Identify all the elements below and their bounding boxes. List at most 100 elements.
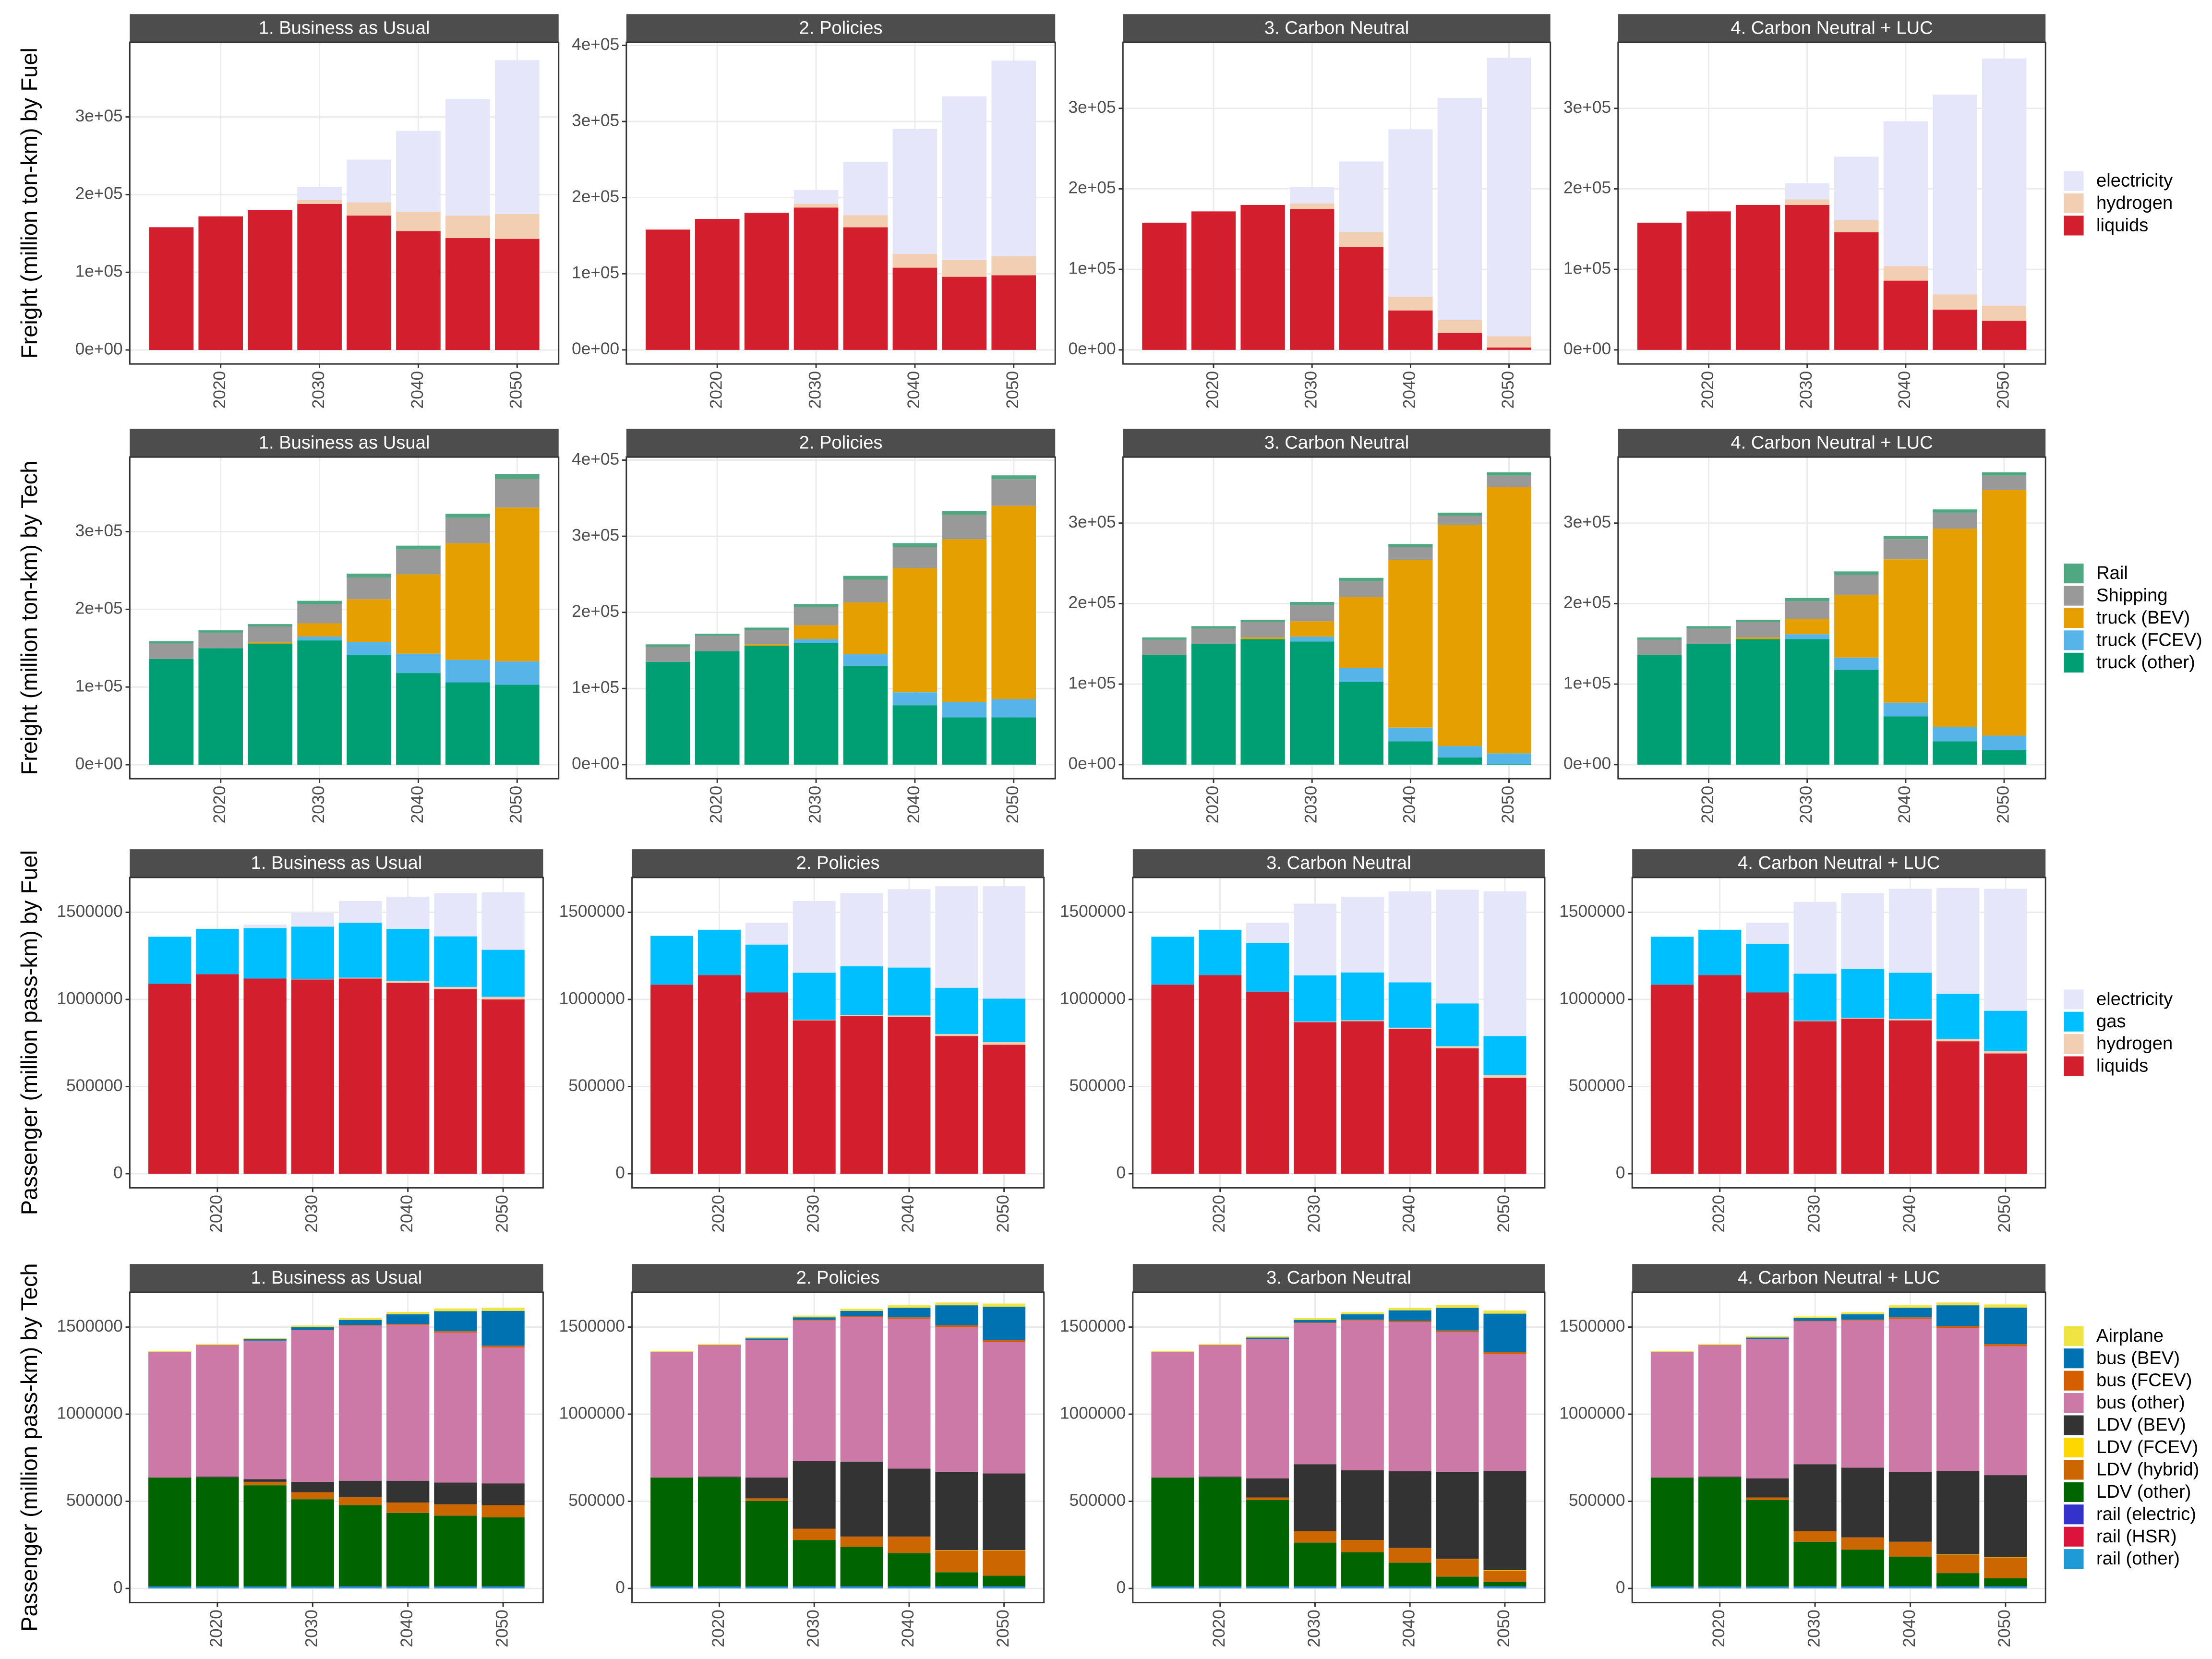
bar-segment: [347, 573, 391, 578]
bar-segment: [243, 1339, 287, 1341]
bar-segment: [793, 1460, 836, 1529]
y-tick-label: 500000: [568, 1076, 625, 1095]
bar-segment: [196, 1344, 239, 1345]
bar-segment: [650, 1477, 694, 1587]
bar-segment: [1686, 211, 1731, 350]
bar-segment: [695, 634, 740, 636]
x-tick-label: 2020: [1210, 1195, 1228, 1232]
bar-segment: [1388, 1548, 1431, 1563]
bar-segment: [1487, 347, 1531, 350]
bar-segment: [1246, 923, 1289, 943]
bar-segment: [291, 913, 334, 927]
bar-segment: [1698, 1344, 1742, 1345]
bar-segment: [892, 129, 938, 254]
bar-segment: [793, 1020, 836, 1021]
bar-segment: [338, 1320, 382, 1325]
bar-segment: [843, 215, 888, 228]
bar-segment: [1151, 1351, 1194, 1352]
bar-segment: [892, 267, 938, 350]
bar-segment: [396, 211, 441, 231]
bar-segment: [1388, 1322, 1431, 1471]
bar-segment: [1199, 1476, 1242, 1478]
bar-segment: [1388, 891, 1431, 983]
bar-segment: [1746, 1478, 1789, 1498]
bar-segment: [196, 1476, 239, 1478]
bar-segment: [1246, 1337, 1289, 1339]
bar-segment: [1984, 1304, 2027, 1308]
legend-label: LDV (FCEV): [2096, 1437, 2198, 1457]
bar-segment: [1199, 1477, 1242, 1587]
strip: [1132, 1264, 1545, 1292]
bar-segment: [297, 604, 342, 624]
bar-segment: [1650, 1587, 1694, 1589]
bar-segment: [650, 1352, 694, 1478]
bar-segment: [1650, 985, 1694, 1174]
bar-segment: [888, 1305, 931, 1308]
bar-segment: [347, 216, 391, 350]
bar-segment: [744, 627, 789, 630]
x-tick-label: 2050: [1499, 786, 1517, 823]
legend-label: rail (HSR): [2096, 1526, 2177, 1547]
bar-segment: [481, 950, 525, 997]
bar-segment: [481, 1505, 525, 1517]
y-tick-label: 1e+05: [1069, 673, 1116, 692]
bar-segment: [1483, 1313, 1527, 1352]
bar-segment: [650, 985, 694, 1174]
bar-segment: [1483, 1310, 1527, 1314]
bar-segment: [386, 1480, 430, 1503]
panel-title: 4. Carbon Neutral + LUC: [1738, 853, 1940, 873]
bar-segment: [1487, 472, 1531, 476]
bar-segment: [494, 479, 540, 508]
bar-segment: [840, 893, 883, 967]
bar-segment: [297, 640, 342, 765]
bar-segment: [434, 1515, 477, 1587]
bar-segment: [645, 644, 690, 647]
bar-segment: [396, 574, 441, 654]
bar-segment: [991, 60, 1036, 256]
bar-segment: [793, 643, 839, 765]
x-tick-label: 2040: [397, 1610, 416, 1647]
bar-segment: [935, 1572, 978, 1587]
x-tick-label: 2030: [1804, 1195, 1823, 1232]
bar-segment: [1746, 1587, 1789, 1589]
bar-segment: [445, 660, 490, 683]
bar-segment: [1246, 1587, 1289, 1589]
bar-segment: [148, 1351, 192, 1352]
bar-segment: [1883, 266, 1928, 281]
bar-segment: [149, 643, 194, 659]
panel-title: 2. Policies: [796, 1267, 880, 1288]
bar-segment: [1888, 889, 1932, 973]
bar-segment: [1686, 644, 1731, 765]
bar-segment: [1487, 487, 1531, 754]
panel-title: 1. Business as Usual: [251, 1267, 422, 1288]
bar-segment: [1698, 1476, 1742, 1478]
bar-segment: [840, 1587, 883, 1589]
bar-segment: [1487, 336, 1531, 348]
bar-segment: [196, 1587, 239, 1589]
bar-segment: [935, 886, 978, 988]
bar-segment: [1793, 1587, 1837, 1589]
bar-segment: [1984, 1010, 2027, 1051]
bar-segment: [942, 260, 987, 277]
bar-segment: [1436, 1003, 1479, 1046]
strip: [130, 849, 543, 878]
bar-segment: [745, 1340, 788, 1478]
bar-segment: [1936, 1471, 1980, 1555]
bar-segment: [983, 1045, 1026, 1174]
bar-segment: [1650, 1352, 1694, 1478]
bar-segment: [1483, 1075, 1527, 1078]
x-tick-label: 2040: [1900, 1195, 1919, 1232]
bar-segment: [1483, 1354, 1527, 1471]
bar-segment: [888, 1017, 931, 1174]
bar-segment: [1883, 536, 1928, 540]
bar-segment: [1151, 1352, 1194, 1478]
bar-segment: [1746, 1497, 1789, 1500]
bar-segment: [983, 1550, 1026, 1576]
panel-border: [1122, 456, 1551, 780]
bar-segment: [1142, 655, 1187, 765]
x-tick-label: 2050: [507, 371, 526, 409]
bar-segment: [198, 216, 243, 350]
bar-segment: [793, 1586, 836, 1587]
bar-segment: [347, 577, 391, 600]
